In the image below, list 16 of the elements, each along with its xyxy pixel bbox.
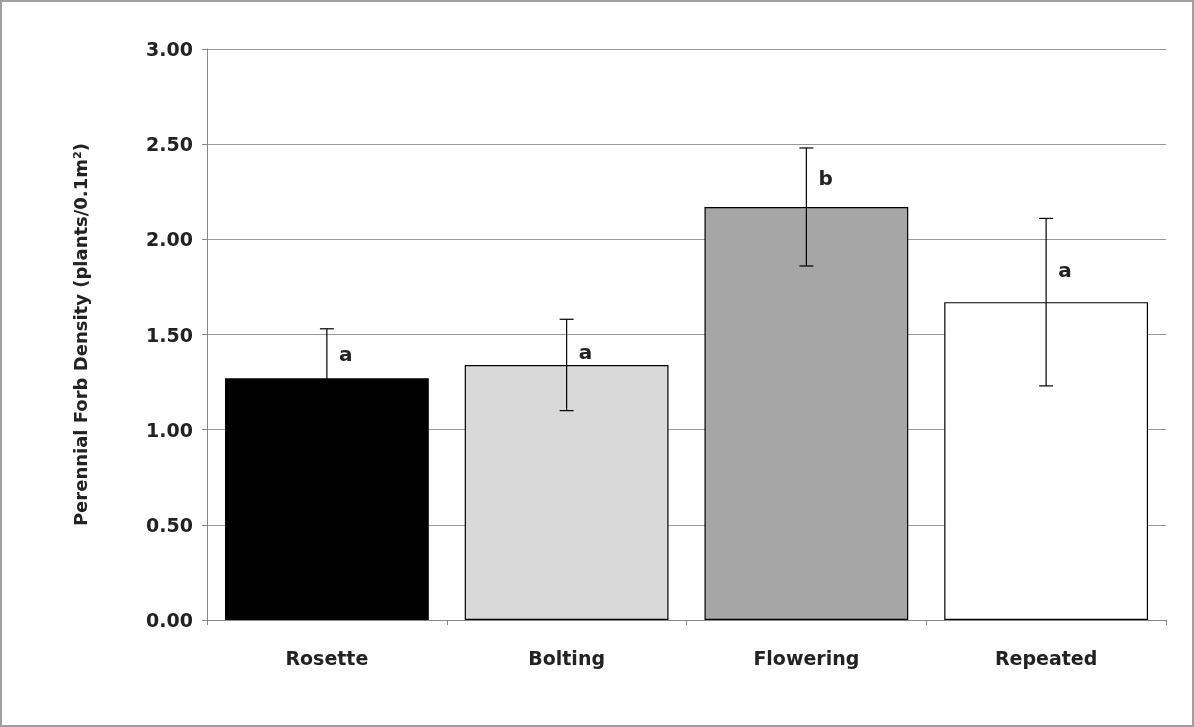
y-tick-label: 0.50: [146, 513, 193, 536]
x-tick-label: Flowering: [753, 646, 860, 669]
y-axis-title: Perennial Forb Density (plants/0.1m²): [69, 142, 91, 527]
annotation: b: [818, 166, 833, 191]
y-tick-label: 3.00: [146, 38, 193, 60]
annotation: a: [578, 339, 593, 364]
x-tick-label: Bolting: [528, 646, 606, 669]
annotation: a: [338, 341, 353, 366]
y-tick-label: 1.50: [146, 323, 193, 346]
x-tick-label: Rosette: [285, 646, 369, 669]
annotation: a: [1058, 257, 1072, 282]
x-tick-label: Repeated: [994, 646, 1098, 669]
y-tick-label: 1.00: [146, 418, 193, 441]
y-tick-label: 0.00: [146, 609, 193, 631]
y-tick-label: 2.50: [146, 133, 193, 156]
y-tick-label: 2.00: [146, 228, 193, 251]
